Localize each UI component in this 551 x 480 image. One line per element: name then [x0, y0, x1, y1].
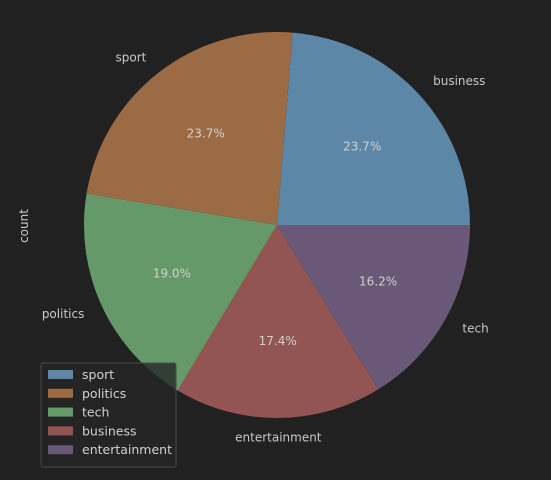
- legend-swatch-business: [48, 426, 73, 436]
- pie-slice-politics: [84, 193, 277, 391]
- pie-slice-sport: [86, 32, 293, 226]
- percent-label-entertainment: 17.4%: [259, 334, 297, 348]
- legend-label-politics: politics: [82, 386, 126, 401]
- percent-label-business: 23.7%: [343, 140, 381, 154]
- pie-slices: [84, 32, 470, 418]
- pie-slice-business: [277, 32, 470, 225]
- legend-label-sport: sport: [82, 367, 114, 382]
- legend-swatch-sport: [48, 370, 73, 379]
- legend-label-entertainment: entertainment: [82, 442, 172, 457]
- y-axis-label: count: [17, 209, 31, 243]
- legend-swatch-tech: [48, 407, 73, 417]
- category-label-business: business: [433, 74, 485, 88]
- percent-labels: 23.7% 23.7% 19.0% 17.4% 16.2%: [153, 127, 397, 348]
- legend: sport politics tech business entertainment: [40, 362, 177, 468]
- category-label-entertainment: entertainment: [235, 430, 322, 444]
- category-labels: business sport politics entertainment tech: [42, 51, 489, 445]
- category-label-tech: tech: [462, 321, 488, 335]
- legend-label-business: business: [82, 423, 136, 438]
- category-label-politics: politics: [42, 307, 85, 321]
- pie-slice-entertainment: [177, 225, 379, 418]
- legend-label-tech: tech: [82, 405, 109, 420]
- percent-label-tech: 16.2%: [359, 274, 397, 288]
- percent-label-politics: 19.0%: [153, 267, 191, 281]
- category-label-sport: sport: [115, 51, 146, 65]
- legend-swatch-politics: [48, 388, 73, 398]
- legend-box: [40, 362, 177, 468]
- pie-slice-tech: [277, 225, 470, 390]
- legend-swatch-entertainment: [48, 445, 73, 455]
- percent-label-sport: 23.7%: [187, 127, 225, 141]
